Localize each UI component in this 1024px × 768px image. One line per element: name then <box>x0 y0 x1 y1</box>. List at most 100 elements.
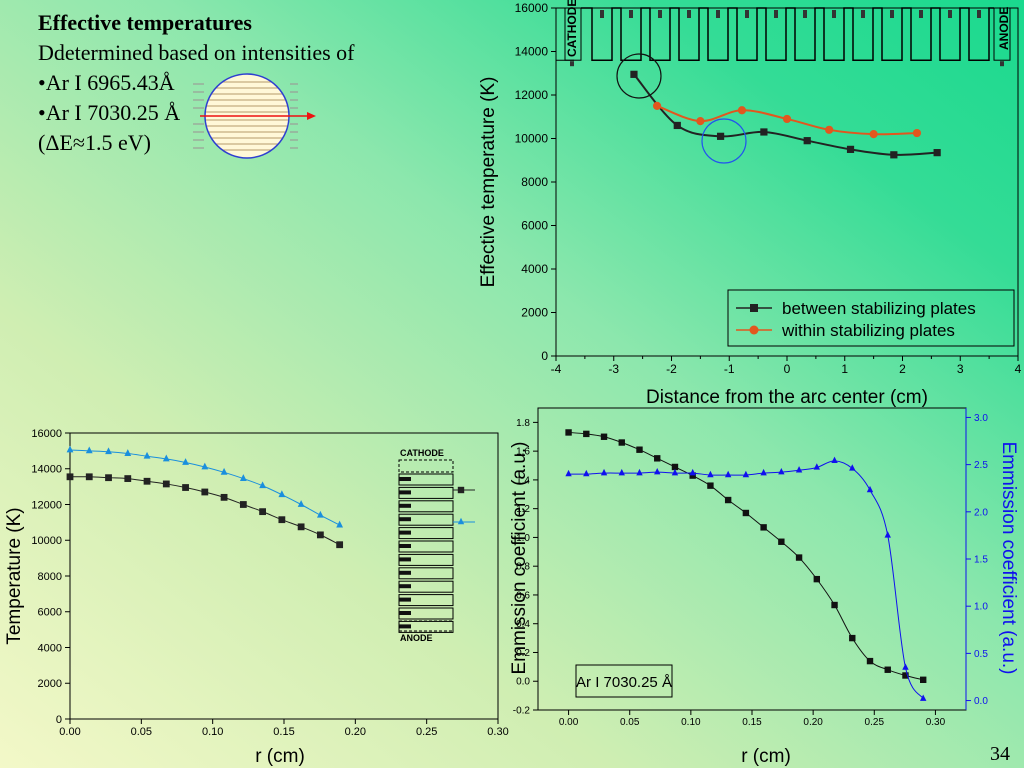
data-point-0 <box>707 482 714 489</box>
plate-slot <box>716 10 720 18</box>
x-tick-label: 0.15 <box>742 717 762 728</box>
data-point-0 <box>336 541 344 549</box>
data-point-0 <box>636 446 643 453</box>
data-point-0 <box>182 484 189 491</box>
y-tick-label: 4000 <box>38 642 62 654</box>
data-point-1 <box>760 468 767 476</box>
data-point-1 <box>831 456 838 464</box>
data-point-0 <box>902 672 909 679</box>
inset-legend-marker-blue <box>457 517 465 525</box>
x-tick-label: 0.00 <box>559 717 579 728</box>
data-point-1 <box>654 467 661 475</box>
data-point-0 <box>920 676 927 683</box>
effective-temperature-chart: CATHODE ANODE -4 -3 -2 -1 0 1 2 3 4 0 2000 4000 6000… <box>478 0 1022 408</box>
data-point-0 <box>673 121 681 130</box>
plate-slot <box>745 10 749 18</box>
plate-slot <box>919 10 923 18</box>
y-tick-label: 0 <box>56 714 62 726</box>
x-tick-label: 1 <box>841 362 848 376</box>
data-point-1 <box>778 467 785 475</box>
slide-line-4: (ΔE≈1.5 eV) <box>38 130 151 155</box>
inset-plate-notch <box>399 597 411 602</box>
inset-cathode-label: CATHODE <box>400 448 444 458</box>
cathode-block <box>564 7 582 61</box>
x-tick-label: 0.30 <box>926 717 946 728</box>
y-tick-label: 1.4 <box>516 475 530 486</box>
inset-plate-notch <box>399 544 411 548</box>
inset-plate-notch <box>399 517 411 522</box>
y-tick-label: 0.6 <box>516 590 530 601</box>
cathode-tip <box>570 61 574 67</box>
x-tick-label: 0.05 <box>131 726 152 738</box>
cathode-label: CATHODE <box>565 0 579 57</box>
x-tick-label: 0.20 <box>803 717 823 728</box>
slide-line-2: •Ar I 6965.43Å <box>38 70 175 95</box>
highlight-circle-left <box>616 53 662 99</box>
y-tick-label: 14000 <box>31 464 62 476</box>
data-point-1 <box>825 125 834 134</box>
anode-tip <box>1000 61 1004 67</box>
legend-box <box>727 289 1015 347</box>
data-point-1 <box>707 470 714 478</box>
data-point-1 <box>912 128 922 138</box>
x-axis-title: Distance from the arc center (cm) <box>646 387 928 408</box>
data-point-1 <box>143 451 151 459</box>
data-point-0 <box>259 508 266 516</box>
y-tick-label: 16000 <box>515 1 549 15</box>
data-point-1 <box>724 470 732 478</box>
plot-area <box>69 432 499 720</box>
data-point-1 <box>866 485 874 493</box>
data-point-0 <box>618 439 625 446</box>
y-axis-title: Effective temperature (K) <box>478 77 499 288</box>
inset-plate-notch <box>399 570 411 575</box>
data-point-1 <box>297 500 305 507</box>
data-point-0 <box>220 493 228 501</box>
y2-tick-label: 1.5 <box>974 555 988 566</box>
y-tick-label: 0.4 <box>516 619 530 630</box>
y-tick-label: 8000 <box>521 175 548 189</box>
x-tick-label: -4 <box>551 362 562 376</box>
data-point-1 <box>618 468 625 476</box>
inset-plate-notch <box>399 611 411 615</box>
data-point-1 <box>278 490 286 498</box>
data-point-1 <box>737 106 747 115</box>
data-point-1 <box>259 481 266 489</box>
electrode-stack-inset <box>398 459 475 633</box>
x-tick-label: 0.30 <box>487 726 508 738</box>
data-point-1 <box>565 469 572 477</box>
data-point-0 <box>66 473 74 481</box>
data-point-1 <box>162 454 170 462</box>
plate-slot <box>948 10 952 18</box>
legend: between stabilizing plates within stabil… <box>727 289 1015 347</box>
slide-line-3: •Ar I 7030.25 Å <box>38 100 181 125</box>
data-point-0 <box>278 516 286 524</box>
y2-tick-label: 2.5 <box>974 460 988 471</box>
data-point-1 <box>336 520 344 528</box>
data-point-1 <box>689 468 696 476</box>
y-tick-label: 1.2 <box>516 504 530 515</box>
y-tick-label: 0.8 <box>516 562 530 573</box>
x-tick-label: 2 <box>899 362 906 376</box>
y2-axis-title: Emmission coefficient (a.u.) <box>998 441 1019 674</box>
x-tick-label: 0.25 <box>416 726 437 738</box>
data-point-0 <box>742 509 750 517</box>
arc-cross-section-diagram <box>193 73 316 159</box>
arrow-head-icon <box>307 112 316 120</box>
slide-text-block: Effective temperatures Ddetermined based… <box>38 8 354 158</box>
data-point-0 <box>316 531 324 539</box>
inset-anode-label: ANODE <box>400 633 433 643</box>
data-point-0 <box>124 475 132 482</box>
data-point-0 <box>724 496 732 504</box>
y2-tick-label: 0.0 <box>974 696 988 707</box>
data-point-1 <box>813 463 821 470</box>
y-tick-label: 10000 <box>515 132 549 146</box>
y-tick-label: 4000 <box>521 262 548 276</box>
inset-plate-notch <box>399 557 411 562</box>
x-tick-label: 0.05 <box>620 717 640 728</box>
x-tick-label: -2 <box>666 362 677 376</box>
y-tick-label: 0.2 <box>516 648 530 659</box>
y-tick-label: 1.6 <box>516 447 530 458</box>
plate-slot <box>658 10 662 18</box>
y-tick-label: 14000 <box>515 45 549 59</box>
y2-tick-label: 3.0 <box>974 413 988 424</box>
